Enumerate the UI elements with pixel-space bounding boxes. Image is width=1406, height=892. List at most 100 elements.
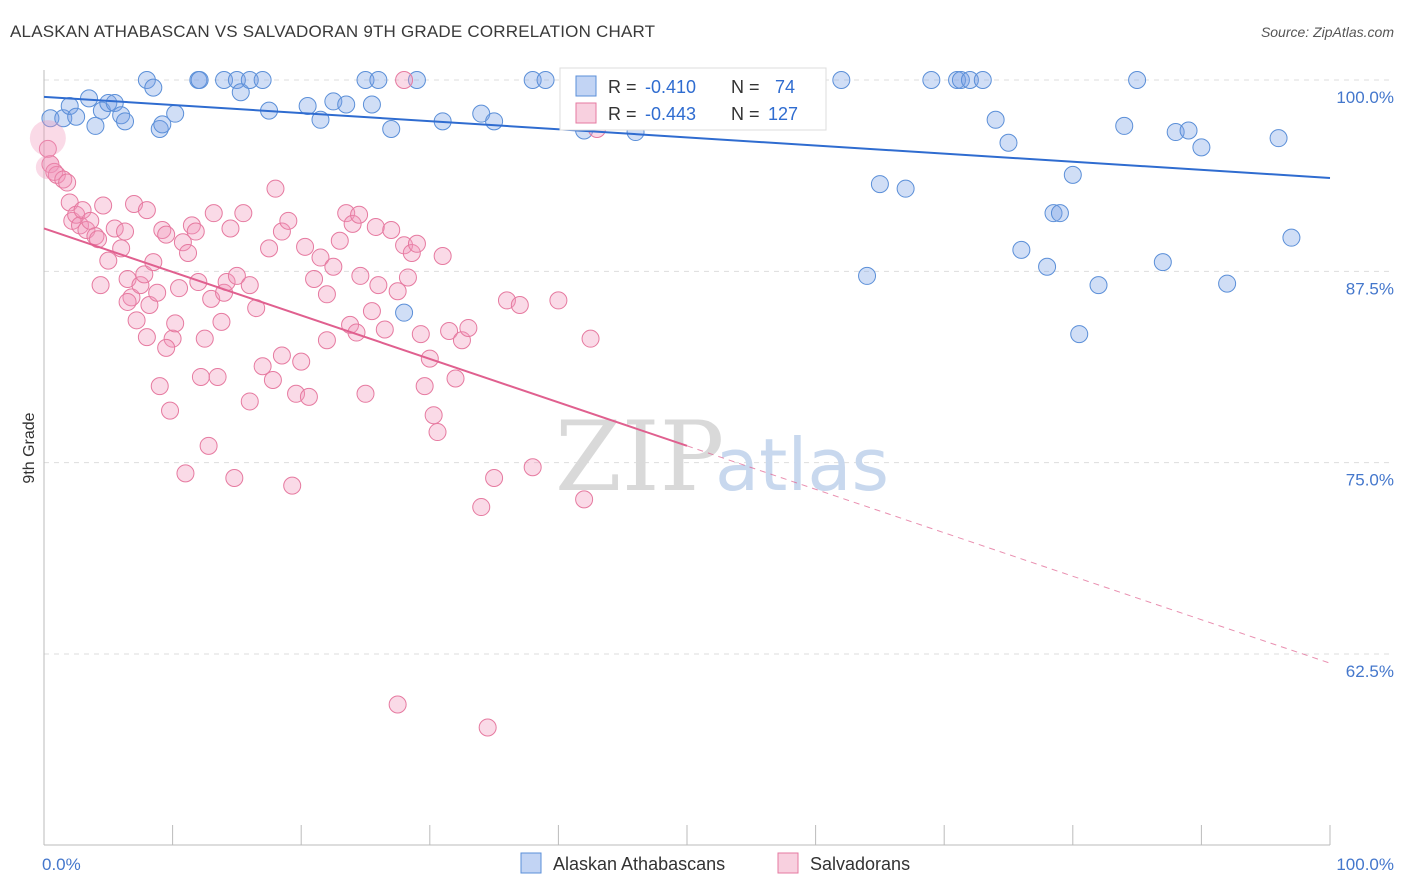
point-salvadoran	[189, 273, 208, 292]
point-salvadoran	[375, 320, 394, 339]
stats-legend-swatch-pink	[575, 102, 597, 124]
point-athabascan	[1218, 274, 1237, 293]
point-salvadoran	[131, 276, 150, 295]
point-salvadoran	[523, 458, 542, 477]
point-athabascan	[1166, 123, 1185, 142]
trend-line-salvadoran-extrapolated	[686, 445, 1331, 664]
x-tick-labels: 0.0% 100.0%	[42, 855, 1394, 874]
point-salvadoran	[266, 179, 285, 198]
y-tick-label: 62.5%	[1346, 662, 1394, 681]
chart-title: ALASKAN ATHABASCAN VS SALVADORAN 9TH GRA…	[10, 22, 656, 41]
point-salvadoran	[366, 217, 385, 236]
point-salvadoran	[581, 329, 600, 348]
watermark-atlas: atlas	[715, 423, 889, 507]
point-salvadoran	[549, 291, 568, 310]
point-salvadoran	[263, 371, 282, 390]
point-salvadoran	[446, 369, 465, 388]
point-salvadoran	[347, 323, 366, 342]
point-salvadoran	[305, 269, 324, 288]
point-salvadoran	[382, 221, 401, 240]
point-athabascan	[948, 71, 967, 89]
watermark-zip: ZIP	[555, 401, 724, 513]
point-salvadoran	[195, 329, 214, 348]
point-salvadoran	[38, 139, 57, 158]
point-salvadoran	[388, 695, 407, 714]
point-athabascan	[356, 71, 375, 89]
point-athabascan	[858, 266, 877, 285]
grid-lines	[44, 79, 1390, 655]
point-salvadoran	[337, 204, 356, 223]
point-salvadoran	[411, 325, 430, 344]
point-athabascan	[1089, 276, 1108, 295]
point-athabascan	[1282, 228, 1301, 247]
point-salvadoran	[199, 436, 218, 455]
point-athabascan	[1012, 240, 1031, 259]
stats-n-label-pink: N =	[731, 104, 760, 124]
legend-label-salvadorans: Salvadorans	[810, 854, 910, 874]
point-salvadoran	[179, 243, 198, 262]
point-salvadoran	[260, 239, 279, 258]
point-salvadoran	[351, 266, 370, 285]
watermark: ZIP atlas	[555, 401, 889, 513]
y-axis-label: 9th Grade	[21, 412, 38, 483]
point-athabascan	[298, 97, 317, 116]
point-salvadoran	[157, 338, 176, 357]
point-salvadoran	[388, 282, 407, 301]
point-athabascan	[922, 71, 941, 89]
stats-n-value-pink: 127	[768, 104, 798, 124]
stats-n-value-blue: 74	[775, 77, 795, 97]
point-salvadoran	[163, 329, 182, 348]
point-athabascan	[116, 112, 135, 131]
point-salvadoran	[176, 464, 195, 483]
point-athabascan	[999, 133, 1018, 152]
point-athabascan	[986, 110, 1005, 129]
point-salvadoran	[369, 276, 388, 295]
point-salvadoran	[116, 222, 135, 241]
point-salvadoran	[118, 292, 137, 311]
point-athabascan	[523, 71, 542, 89]
point-athabascan	[960, 71, 979, 89]
point-salvadoran	[137, 328, 156, 347]
data-points	[29, 71, 1301, 737]
point-athabascan	[67, 107, 86, 126]
point-salvadoran	[272, 222, 291, 241]
point-salvadoran	[105, 219, 124, 238]
point-athabascan	[951, 71, 970, 89]
point-salvadoran	[191, 367, 210, 386]
point-salvadoran	[415, 377, 434, 396]
point-salvadoran	[428, 423, 447, 442]
y-tick-label: 100.0%	[1336, 88, 1394, 107]
point-salvadoran	[440, 322, 459, 341]
y-tick-label: 87.5%	[1346, 279, 1394, 298]
point-athabascan	[153, 115, 172, 134]
series-legend: Alaskan Athabascans Salvadorans	[520, 852, 910, 874]
point-salvadoran	[283, 476, 302, 495]
point-salvadoran	[485, 468, 504, 487]
point-athabascan	[144, 78, 163, 97]
stats-r-value-blue: -0.410	[645, 77, 696, 97]
point-salvadoran	[150, 377, 169, 396]
stats-r-label-pink: R =	[608, 104, 637, 124]
point-athabascan	[407, 71, 426, 89]
point-athabascan	[896, 179, 915, 198]
point-salvadoran	[395, 71, 414, 89]
point-salvadoran	[240, 276, 259, 295]
point-athabascan	[337, 95, 356, 114]
point-athabascan	[1038, 257, 1057, 276]
stats-n-label-blue: N =	[731, 77, 760, 97]
point-athabascan	[215, 71, 234, 89]
point-salvadoran	[317, 331, 336, 350]
point-salvadoran	[296, 237, 315, 256]
point-athabascan	[1070, 325, 1089, 344]
point-athabascan	[99, 93, 118, 112]
point-salvadoran	[94, 196, 113, 215]
point-salvadoran	[208, 367, 227, 386]
x-tick-label-max: 100.0%	[1336, 855, 1394, 874]
point-athabascan	[1192, 138, 1211, 157]
point-athabascan	[973, 71, 992, 89]
point-salvadoran	[407, 234, 426, 253]
point-athabascan	[231, 83, 250, 102]
point-salvadoran	[424, 406, 443, 425]
point-salvadoran	[279, 211, 298, 230]
point-athabascan	[1063, 165, 1082, 184]
